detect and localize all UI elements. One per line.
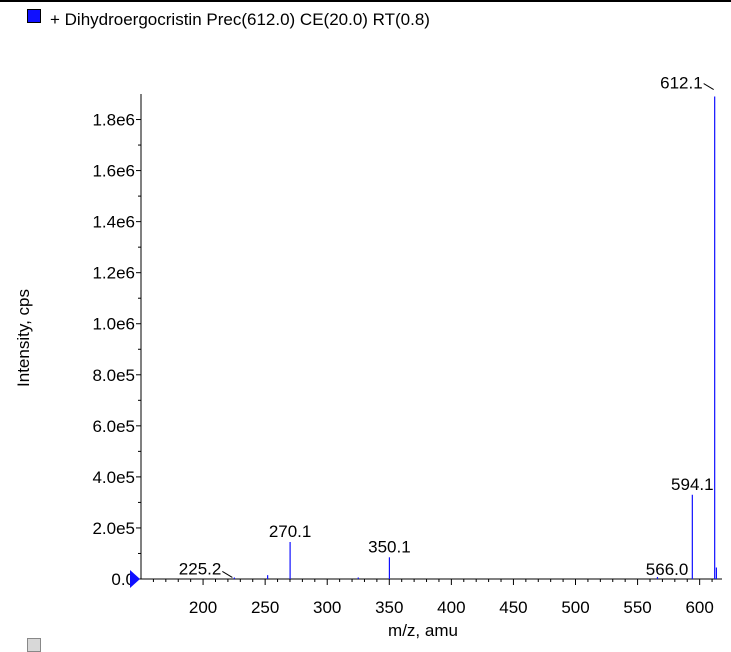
peak-label-leader: [222, 571, 233, 578]
peaks: [233, 96, 718, 579]
x-axis-label: m/z, amu: [388, 621, 458, 640]
chart-title: + Dihydroergocristin Prec(612.0) CE(20.0…: [50, 10, 430, 29]
x-tick-label: 250: [251, 598, 279, 617]
top-rule: [0, 0, 731, 2]
x-tick-label: 300: [313, 598, 341, 617]
y-axis-label: Intensity, cps: [14, 289, 33, 387]
peak-label: 270.1: [269, 522, 312, 541]
peak-label-leader: [703, 83, 714, 90]
axes: [140, 94, 722, 580]
peak-label: 612.1: [660, 74, 703, 93]
axis-origin-marker: [130, 570, 140, 588]
peak-label: 566.0: [646, 560, 689, 579]
y-tick-label: 6.0e5: [92, 417, 135, 436]
legend-swatch: [27, 9, 41, 23]
y-tick-label: 1.2e6: [92, 264, 135, 283]
x-tick-label: 350: [375, 598, 403, 617]
peak-label: 594.1: [671, 475, 714, 494]
x-tick-label: 450: [499, 598, 527, 617]
y-tick-label: 0.0: [111, 570, 135, 589]
y-tick-label: 1.8e6: [92, 111, 135, 130]
y-tick-label: 8.0e5: [92, 366, 135, 385]
x-tick-label: 500: [561, 598, 589, 617]
x-tick-label: 200: [189, 598, 217, 617]
y-tick-label: 1.4e6: [92, 213, 135, 232]
y-tick-label: 1.0e6: [92, 315, 135, 334]
x-tick-label: 550: [623, 598, 651, 617]
y-tick-label: 4.0e5: [92, 468, 135, 487]
x-tick-label: 400: [437, 598, 465, 617]
y-tick-label: 2.0e5: [92, 519, 135, 538]
peak-labels: 225.2 270.1 350.1 566.0 594.1 612.1: [179, 74, 714, 579]
peak-label: 225.2: [179, 559, 222, 578]
y-tick-label: 1.6e6: [92, 162, 135, 181]
x-tick-label: 600: [685, 598, 713, 617]
x-axis-ticks: 200 250 300 350 400 450 500 550 600: [152, 579, 714, 617]
peak-label: 350.1: [368, 537, 411, 556]
y-axis-ticks: 0.0 2.0e5 4.0e5 6.0e5 8.0e5 1.0e6 1.2e6 1.4e6 1.…: [92, 111, 141, 589]
